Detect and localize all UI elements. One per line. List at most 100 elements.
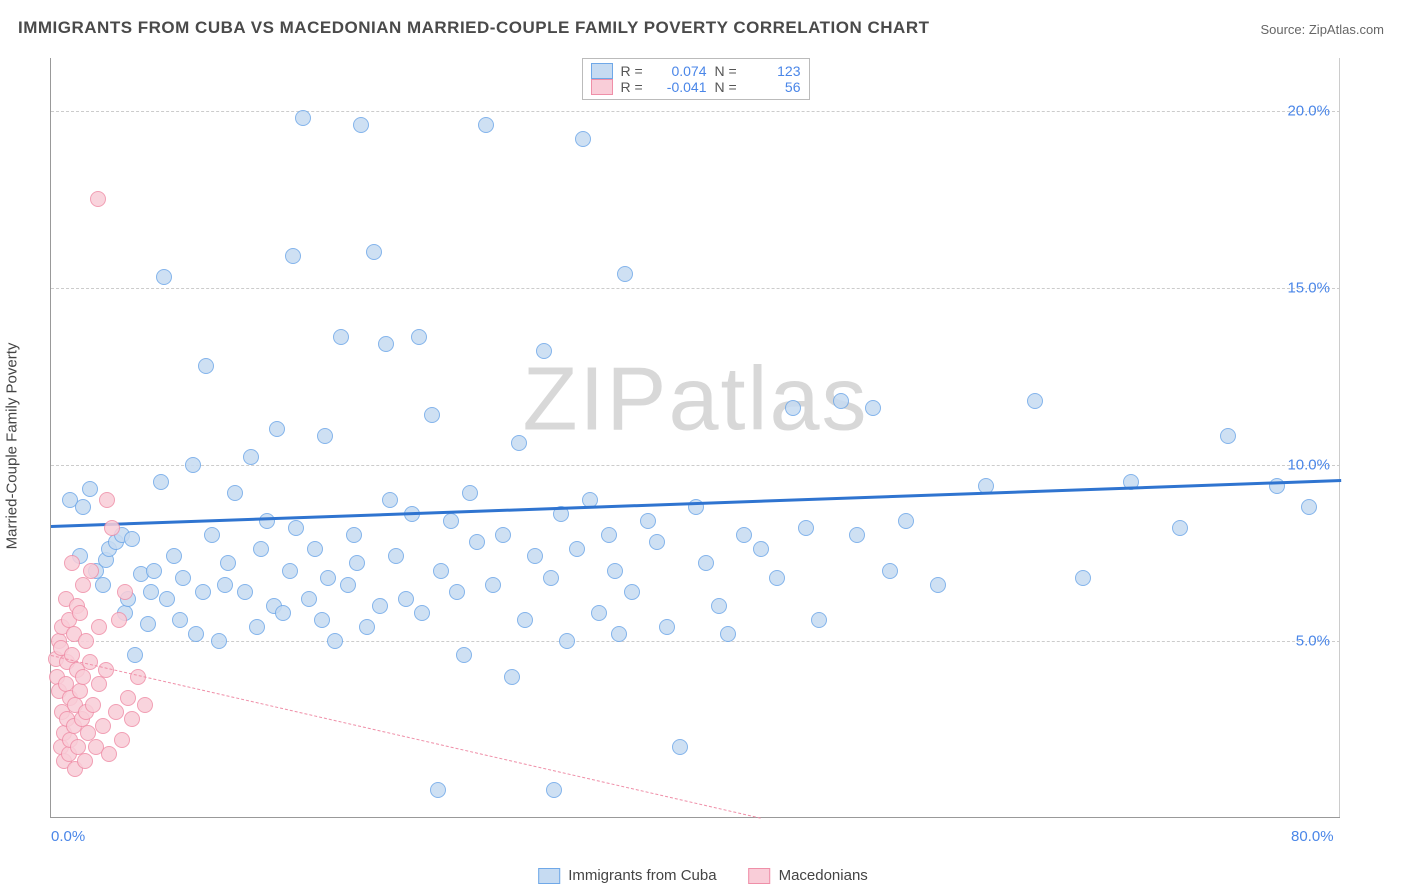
- data-point: [78, 633, 94, 649]
- stats-box: R =0.074N =123R =-0.041N =56: [582, 58, 810, 100]
- x-tick-label: 0.0%: [51, 828, 85, 845]
- data-point: [1301, 499, 1317, 515]
- data-point: [227, 485, 243, 501]
- data-point: [288, 520, 304, 536]
- data-point: [372, 598, 388, 614]
- data-point: [607, 563, 623, 579]
- data-point: [575, 131, 591, 147]
- watermark: ZIPatlas: [522, 348, 868, 451]
- legend-item: Macedonians: [749, 867, 868, 884]
- data-point: [504, 669, 520, 685]
- data-point: [64, 555, 80, 571]
- bottom-legend: Immigrants from Cuba Macedonians: [538, 867, 868, 884]
- data-point: [865, 400, 881, 416]
- data-point: [346, 527, 362, 543]
- legend-swatch: [538, 868, 560, 884]
- data-point: [930, 577, 946, 593]
- n-value: 123: [751, 63, 801, 79]
- data-point: [898, 513, 914, 529]
- data-point: [307, 541, 323, 557]
- data-point: [659, 619, 675, 635]
- series-swatch: [591, 79, 613, 95]
- data-point: [220, 555, 236, 571]
- x-tick-label: 80.0%: [1291, 828, 1334, 845]
- data-point: [83, 563, 99, 579]
- y-tick-label: 5.0%: [1296, 633, 1330, 650]
- data-point: [382, 492, 398, 508]
- data-point: [172, 612, 188, 628]
- data-point: [90, 191, 106, 207]
- data-point: [153, 474, 169, 490]
- legend-swatch: [749, 868, 771, 884]
- gridline-h: [51, 465, 1340, 466]
- data-point: [340, 577, 356, 593]
- data-point: [1220, 428, 1236, 444]
- data-point: [353, 117, 369, 133]
- legend-label: Macedonians: [779, 867, 868, 884]
- data-point: [146, 563, 162, 579]
- data-point: [546, 782, 562, 798]
- data-point: [75, 669, 91, 685]
- data-point: [237, 584, 253, 600]
- data-point: [333, 329, 349, 345]
- plot-area: ZIPatlas R =0.074N =123R =-0.041N =56 5.…: [50, 58, 1340, 818]
- data-point: [124, 711, 140, 727]
- data-point: [99, 492, 115, 508]
- r-value: -0.041: [657, 79, 707, 95]
- data-point: [349, 555, 365, 571]
- data-point: [366, 244, 382, 260]
- data-point: [1172, 520, 1188, 536]
- data-point: [882, 563, 898, 579]
- data-point: [282, 563, 298, 579]
- data-point: [120, 690, 136, 706]
- data-point: [195, 584, 211, 600]
- data-point: [433, 563, 449, 579]
- data-point: [143, 584, 159, 600]
- data-point: [785, 400, 801, 416]
- data-point: [140, 616, 156, 632]
- data-point: [91, 619, 107, 635]
- data-point: [185, 457, 201, 473]
- data-point: [469, 534, 485, 550]
- data-point: [698, 555, 714, 571]
- chart-title: IMMIGRANTS FROM CUBA VS MACEDONIAN MARRI…: [18, 18, 929, 38]
- data-point: [798, 520, 814, 536]
- data-point: [211, 633, 227, 649]
- legend-label: Immigrants from Cuba: [568, 867, 716, 884]
- data-point: [275, 605, 291, 621]
- data-point: [411, 329, 427, 345]
- data-point: [317, 428, 333, 444]
- gridline-h: [51, 641, 1340, 642]
- data-point: [736, 527, 752, 543]
- data-point: [591, 605, 607, 621]
- data-point: [398, 591, 414, 607]
- data-point: [314, 612, 330, 628]
- y-axis-label: Married-Couple Family Poverty: [4, 343, 21, 550]
- data-point: [104, 520, 120, 536]
- data-point: [166, 548, 182, 564]
- data-point: [462, 485, 478, 501]
- data-point: [72, 683, 88, 699]
- gridline-h: [51, 288, 1340, 289]
- series-swatch: [591, 63, 613, 79]
- data-point: [82, 481, 98, 497]
- data-point: [75, 577, 91, 593]
- data-point: [156, 269, 172, 285]
- data-point: [424, 407, 440, 423]
- data-point: [127, 647, 143, 663]
- data-point: [649, 534, 665, 550]
- data-point: [443, 513, 459, 529]
- data-point: [111, 612, 127, 628]
- n-value: 56: [751, 79, 801, 95]
- data-point: [536, 343, 552, 359]
- data-point: [114, 732, 130, 748]
- r-label: R =: [621, 79, 649, 95]
- watermark-part-a: ZIP: [522, 349, 668, 449]
- data-point: [124, 531, 140, 547]
- data-point: [611, 626, 627, 642]
- data-point: [327, 633, 343, 649]
- data-point: [285, 248, 301, 264]
- data-point: [101, 746, 117, 762]
- n-label: N =: [715, 79, 743, 95]
- data-point: [75, 499, 91, 515]
